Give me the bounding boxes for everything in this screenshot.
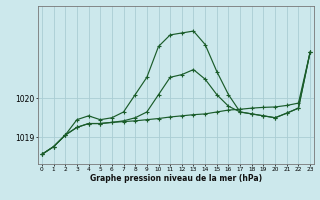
X-axis label: Graphe pression niveau de la mer (hPa): Graphe pression niveau de la mer (hPa) [90, 174, 262, 183]
